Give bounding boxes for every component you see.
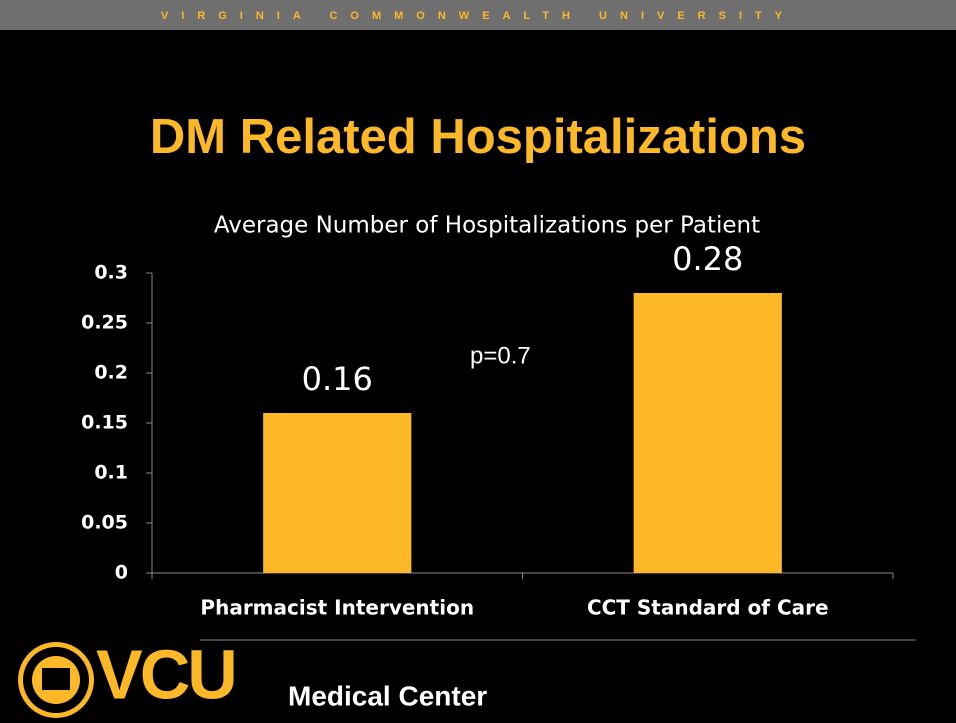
annotation: p=0.7: [470, 342, 531, 369]
y-tick-label: 0.3: [94, 262, 128, 284]
data-label: 0.28: [672, 240, 743, 278]
y-tick-label: 0: [115, 562, 128, 584]
y-tick-label: 0.15: [81, 412, 128, 434]
y-tick-label: 0.1: [94, 462, 128, 484]
bar: [263, 413, 412, 573]
y-tick-label: 0.05: [81, 512, 128, 534]
seal-building: [42, 668, 70, 690]
logo-subtitle: Medical Center: [288, 680, 487, 711]
x-tick-label: CCT Standard of Care: [587, 596, 829, 620]
data-label: 0.16: [302, 360, 373, 398]
y-tick-label: 0.25: [81, 312, 128, 334]
x-tick-label: Pharmacist Intervention: [200, 596, 474, 620]
university-name: VIRGINIA COMMONWEALTH UNIVERSITY: [161, 10, 795, 22]
slide-title: DM Related Hospitalizations: [150, 110, 806, 164]
seal: [18, 642, 94, 718]
header-bar: [0, 0, 956, 30]
bar: [633, 293, 782, 573]
chart-title: Average Number of Hospitalizations per P…: [214, 213, 760, 239]
logo: VCU: [96, 635, 235, 713]
y-tick-label: 0.2: [94, 362, 128, 384]
